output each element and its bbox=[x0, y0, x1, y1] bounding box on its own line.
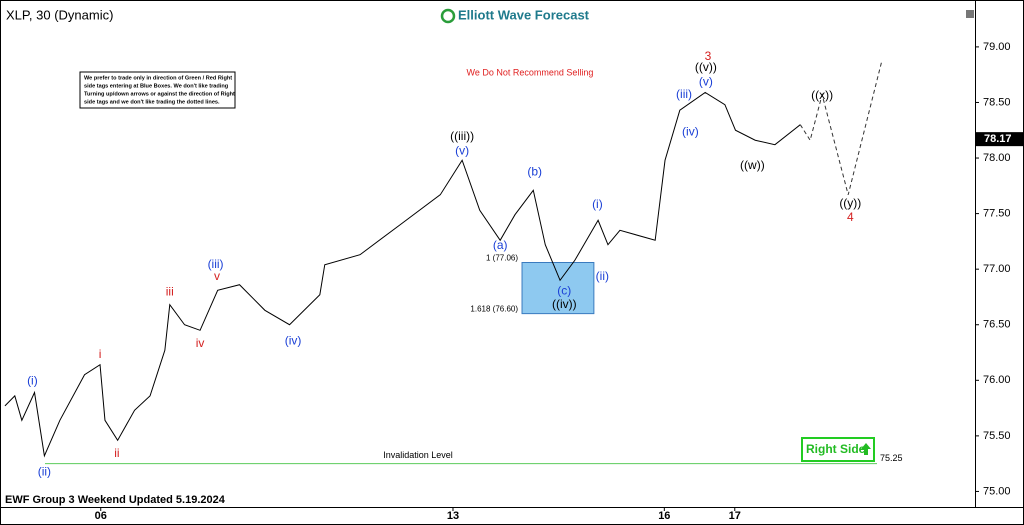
wave-label: iii bbox=[166, 285, 174, 299]
wave-label: v bbox=[214, 269, 220, 283]
wave-label: iv bbox=[196, 336, 205, 350]
y-tick-label: 78.50 bbox=[983, 96, 1011, 108]
projection-line bbox=[799, 60, 883, 195]
wave-label: (iv) bbox=[285, 334, 302, 348]
invalidation-value: 75.25 bbox=[880, 453, 903, 463]
wave-label: ((x)) bbox=[811, 88, 833, 102]
y-tick-label: 78.00 bbox=[983, 152, 1011, 164]
wave-label: (iii) bbox=[676, 87, 692, 101]
y-tick-label: 77.50 bbox=[983, 208, 1011, 220]
wave-label: (a) bbox=[493, 238, 508, 252]
last-price: 78.17 bbox=[984, 133, 1012, 145]
wave-label: ((w)) bbox=[740, 158, 765, 172]
fib-label: 1 (77.06) bbox=[486, 254, 518, 263]
x-tick-label: 13 bbox=[447, 510, 459, 522]
invalidation-label: Invalidation Level bbox=[383, 450, 453, 460]
x-tick-label: 16 bbox=[658, 510, 670, 522]
wave-label: ((v)) bbox=[695, 60, 717, 74]
y-tick-label: 76.00 bbox=[983, 374, 1011, 386]
right-side-arrow bbox=[861, 443, 871, 455]
camera-icon bbox=[966, 10, 974, 18]
y-tick-label: 79.00 bbox=[983, 41, 1011, 53]
note-line: side tags entering at Blue Boxes. We don… bbox=[84, 83, 229, 89]
x-tick-label: 17 bbox=[729, 510, 741, 522]
wave-label: ii bbox=[114, 446, 119, 460]
y-tick-label: 77.00 bbox=[983, 263, 1011, 275]
right-side-box bbox=[801, 437, 875, 462]
chart-title: XLP, 30 (Dynamic) bbox=[6, 7, 113, 22]
wave-label: (ii) bbox=[596, 269, 609, 283]
wave-label: 4 bbox=[847, 210, 854, 224]
wave-label: ((y)) bbox=[839, 196, 861, 210]
y-tick-label: 76.50 bbox=[983, 319, 1011, 331]
y-tick-label: 75.00 bbox=[983, 485, 1011, 497]
y-tick-label: 75.50 bbox=[983, 430, 1011, 442]
wave-label: 3 bbox=[705, 49, 712, 63]
note-line: Turning up/down arrows or against the di… bbox=[84, 91, 235, 97]
last-price-tag bbox=[976, 132, 1024, 147]
wave-label: (ii) bbox=[38, 465, 51, 479]
x-tick-label: 06 bbox=[95, 510, 107, 522]
note-line: We prefer to trade only in direction of … bbox=[84, 75, 232, 81]
wave-label: ((iii)) bbox=[450, 129, 474, 143]
logo: Elliott Wave Forecast bbox=[458, 7, 590, 22]
wave-label: (b) bbox=[527, 165, 542, 179]
footer: EWF Group 3 Weekend Updated 5.19.2024 bbox=[5, 494, 226, 506]
price-line bbox=[4, 91, 801, 458]
wave-label: (i) bbox=[27, 374, 38, 388]
logo-icon bbox=[440, 8, 456, 24]
wave-label: (i) bbox=[592, 197, 603, 211]
warning: We Do Not Recommend Selling bbox=[467, 67, 594, 77]
wave-label: ((iv)) bbox=[552, 297, 577, 311]
fib-label: 1.618 (76.60) bbox=[470, 305, 518, 314]
wave-label: (v) bbox=[455, 144, 469, 158]
wave-label: i bbox=[99, 347, 102, 361]
right-side: Right Side bbox=[806, 442, 866, 456]
wave-label: (iv) bbox=[682, 125, 699, 139]
note-box bbox=[79, 71, 236, 109]
note-line: side tags and we don't like trading the … bbox=[84, 99, 220, 105]
wave-label: (c) bbox=[557, 284, 571, 298]
wave-label: (iii) bbox=[208, 257, 224, 271]
wave-label: (v) bbox=[699, 75, 713, 89]
blue-box bbox=[521, 262, 595, 315]
